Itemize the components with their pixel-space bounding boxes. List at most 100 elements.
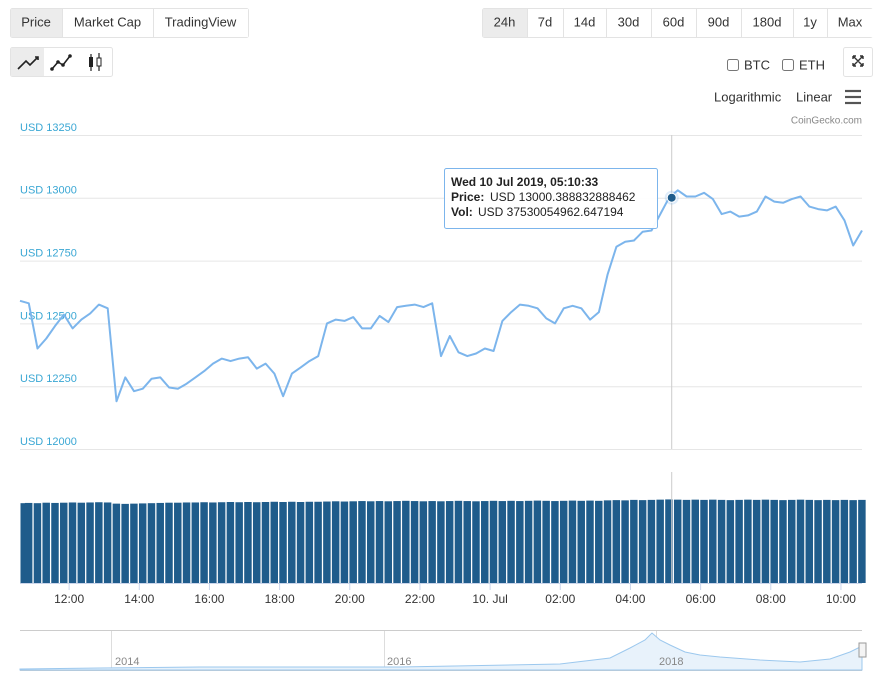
- tab[interactable]: [154, 9, 248, 37]
- volume-bar: [314, 501, 322, 583]
- tab-label: TradingView: [165, 14, 237, 29]
- volume-bar: [217, 502, 226, 583]
- volume-bar: [454, 500, 463, 583]
- x-tick-label: 02:00: [545, 592, 575, 606]
- volume-bar: [647, 499, 656, 583]
- range-button[interactable]: [828, 9, 873, 37]
- volume-bar: [235, 502, 243, 583]
- range-label: 180d: [753, 14, 782, 29]
- volume-bar: [103, 502, 112, 583]
- tab[interactable]: [11, 9, 62, 37]
- candle-style-button[interactable]: [79, 48, 112, 76]
- volume-bar: [419, 501, 428, 583]
- x-tick-label: 18:00: [265, 592, 295, 606]
- checkbox[interactable]: [782, 59, 794, 71]
- volume-bar: [191, 502, 200, 583]
- navigator-handle[interactable]: [858, 642, 867, 658]
- volume-bar: [410, 501, 419, 583]
- fullscreen-icon: [852, 55, 864, 67]
- scale-option[interactable]: Linear: [796, 89, 833, 104]
- volume-bar: [735, 499, 743, 583]
- volume-bar: [796, 499, 805, 583]
- tab-label: Market Cap: [74, 14, 141, 29]
- volume-bar: [840, 499, 849, 583]
- volume-bar: [717, 499, 726, 583]
- navigator-label: 2016: [387, 656, 411, 668]
- volume-bar: [726, 500, 735, 583]
- volume-bar: [209, 502, 217, 583]
- volume-bar: [77, 502, 86, 583]
- range-button[interactable]: [564, 9, 606, 37]
- credit[interactable]: CoinGecko.com: [791, 116, 862, 127]
- checkbox[interactable]: [727, 59, 739, 71]
- volume-bar: [296, 502, 305, 583]
- tab-label: Price: [21, 14, 51, 29]
- range-button[interactable]: [483, 9, 527, 37]
- volume-bar: [138, 503, 147, 583]
- volume-bar: [121, 503, 129, 583]
- volume-bar: [24, 502, 33, 583]
- line-icon: [17, 56, 39, 70]
- volume-bar: [489, 500, 498, 583]
- x-tick-label: 14:00: [124, 592, 154, 606]
- checkbox-label: ETH: [799, 57, 825, 72]
- volume-bar: [481, 501, 489, 583]
- volume-bar: [498, 501, 507, 583]
- volume-bar: [402, 500, 410, 583]
- volume-bar: [752, 499, 761, 583]
- volume-bar: [165, 502, 173, 583]
- tooltip-vol: USD 37530054962.647194: [478, 205, 624, 219]
- tooltip-price-label: Price:: [451, 190, 484, 204]
- ohlc-icon-dot: [61, 63, 65, 67]
- range-button[interactable]: [742, 9, 793, 37]
- hover-marker: [666, 192, 677, 203]
- volume-bar: [384, 501, 393, 583]
- volume-bar: [95, 502, 103, 583]
- volume-bar: [156, 502, 164, 583]
- volume-bar: [700, 499, 708, 583]
- candle-body: [89, 57, 93, 67]
- price-line: [19, 189, 863, 403]
- menu-button[interactable]: [844, 89, 862, 105]
- x-tick-label: 10:00: [826, 592, 856, 606]
- y-tick-label: USD 12000: [20, 436, 77, 448]
- range-button[interactable]: [528, 9, 563, 37]
- scale-option[interactable]: Logarithmic: [714, 89, 782, 104]
- ohlc-style-button[interactable]: [45, 48, 78, 76]
- x-tick-label: 08:00: [756, 592, 786, 606]
- volume-bar: [814, 500, 822, 583]
- range-button[interactable]: [697, 9, 741, 37]
- volume-bar: [542, 500, 550, 583]
- volume-bar: [533, 500, 542, 583]
- volume-bar: [437, 501, 445, 583]
- range-label: 14d: [574, 14, 596, 29]
- volume-bar: [445, 501, 454, 583]
- range-button[interactable]: [607, 9, 651, 37]
- x-tick-label: 06:00: [686, 592, 716, 606]
- range-label: 1y: [803, 14, 817, 29]
- volume-bar: [805, 499, 814, 583]
- range-button[interactable]: [794, 9, 827, 37]
- y-tick-label: USD 12250: [20, 373, 77, 385]
- ohlc-icon-dot: [68, 54, 72, 58]
- tooltip: [444, 168, 658, 229]
- x-tick-label: 04:00: [615, 592, 645, 606]
- volume-bar: [577, 500, 585, 583]
- range-label: Max: [838, 14, 863, 29]
- tab[interactable]: [63, 9, 153, 37]
- fullscreen-button[interactable]: [843, 47, 873, 77]
- x-tick-label: 16:00: [194, 592, 224, 606]
- volume-bar: [744, 499, 752, 583]
- x-tick-label: 20:00: [335, 592, 365, 606]
- x-tick-label: 12:00: [54, 592, 84, 606]
- y-tick-label: USD 12500: [20, 310, 77, 322]
- tooltip-vol-label: Vol:: [451, 205, 473, 219]
- line-icon-arrow: [35, 56, 39, 60]
- range-label: 90d: [708, 14, 730, 29]
- volume-bar: [638, 500, 647, 583]
- range-button[interactable]: [652, 9, 696, 37]
- navigator-series: [19, 632, 863, 671]
- volume-bar: [331, 501, 340, 583]
- volume-bar: [428, 501, 436, 583]
